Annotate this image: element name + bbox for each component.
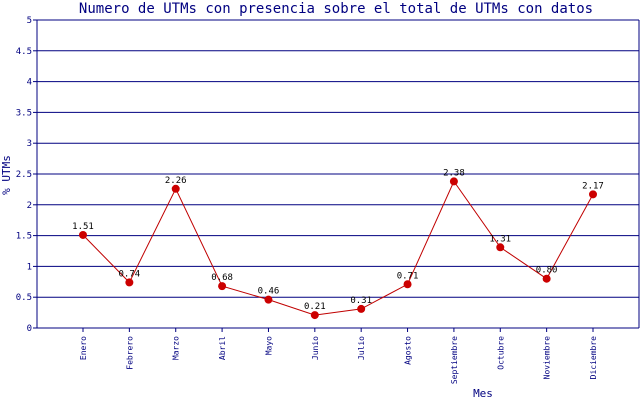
y-axis-label: % UTMs [0,155,13,195]
data-label: 0.71 [397,271,419,281]
x-tick-label: Mayo [264,336,273,355]
y-tick-label: 4.5 [16,47,32,57]
data-label: 0.74 [119,269,141,279]
x-tick-label: Agosto [404,336,413,365]
y-tick-label: 3 [27,139,32,149]
data-label: 0.31 [350,296,372,306]
data-label: 0.68 [211,273,233,283]
x-axis-ticks: Enero Febrero Marzo Abril Mayo Junio Julio Agos… [79,328,598,384]
x-tick-label: Enero [79,336,88,360]
y-tick-label: 1.5 [16,232,32,242]
data-labels: 1.51 0.74 2.26 0.68 0.46 0.21 0.31 0.71 2.38 1.31… [72,168,604,312]
x-tick-label: Marzo [172,336,181,360]
y-tick-label: 4 [27,78,32,88]
x-tick-label: Abril [218,336,227,360]
series-polyline [82,180,594,316]
y-tick-label: 0.5 [16,293,32,303]
data-label: 0.46 [258,287,280,297]
data-label: 0.21 [304,302,326,312]
data-point [310,311,319,320]
data-point [264,295,273,304]
series-line [79,177,597,320]
x-tick-label: Octubre [496,336,505,370]
x-tick-label: Julio [357,336,366,360]
chart-title: Numero de UTMs con presencia sobre el to… [79,1,593,17]
x-tick-label: Noviembre [543,336,552,380]
data-point [496,243,505,252]
x-tick-label: Diciembre [589,336,598,380]
data-label: 2.26 [165,176,187,186]
y-tick-label: 2 [27,201,32,211]
y-tick-label: 5 [27,16,32,26]
data-point [542,274,551,283]
data-point [218,282,227,291]
y-axis-ticks: 0 0.5 1 1.5 2 2.5 3 3.5 4 4.5 5 [16,16,32,334]
data-label: 0.80 [536,266,558,276]
y-tick-label: 0 [27,324,32,334]
data-label: 2.17 [582,181,604,191]
y-tick-label: 3.5 [16,108,32,118]
data-label: 1.31 [489,234,511,244]
y-tick-label: 1 [27,262,32,272]
data-point [589,190,597,199]
x-axis-label: Mes [473,387,493,400]
data-label: 2.38 [443,168,465,178]
data-point [125,278,134,287]
data-point [449,177,458,186]
x-tick-label: Febrero [125,336,134,370]
x-tick-label: Septiembre [450,336,459,384]
y-tick-label: 2.5 [16,170,32,180]
grid-lines [33,19,640,329]
data-point [403,280,412,289]
x-tick-label: Junio [311,336,320,360]
data-point [79,230,87,239]
data-label: 1.51 [72,222,94,232]
data-point [171,184,180,193]
data-point [357,304,366,313]
